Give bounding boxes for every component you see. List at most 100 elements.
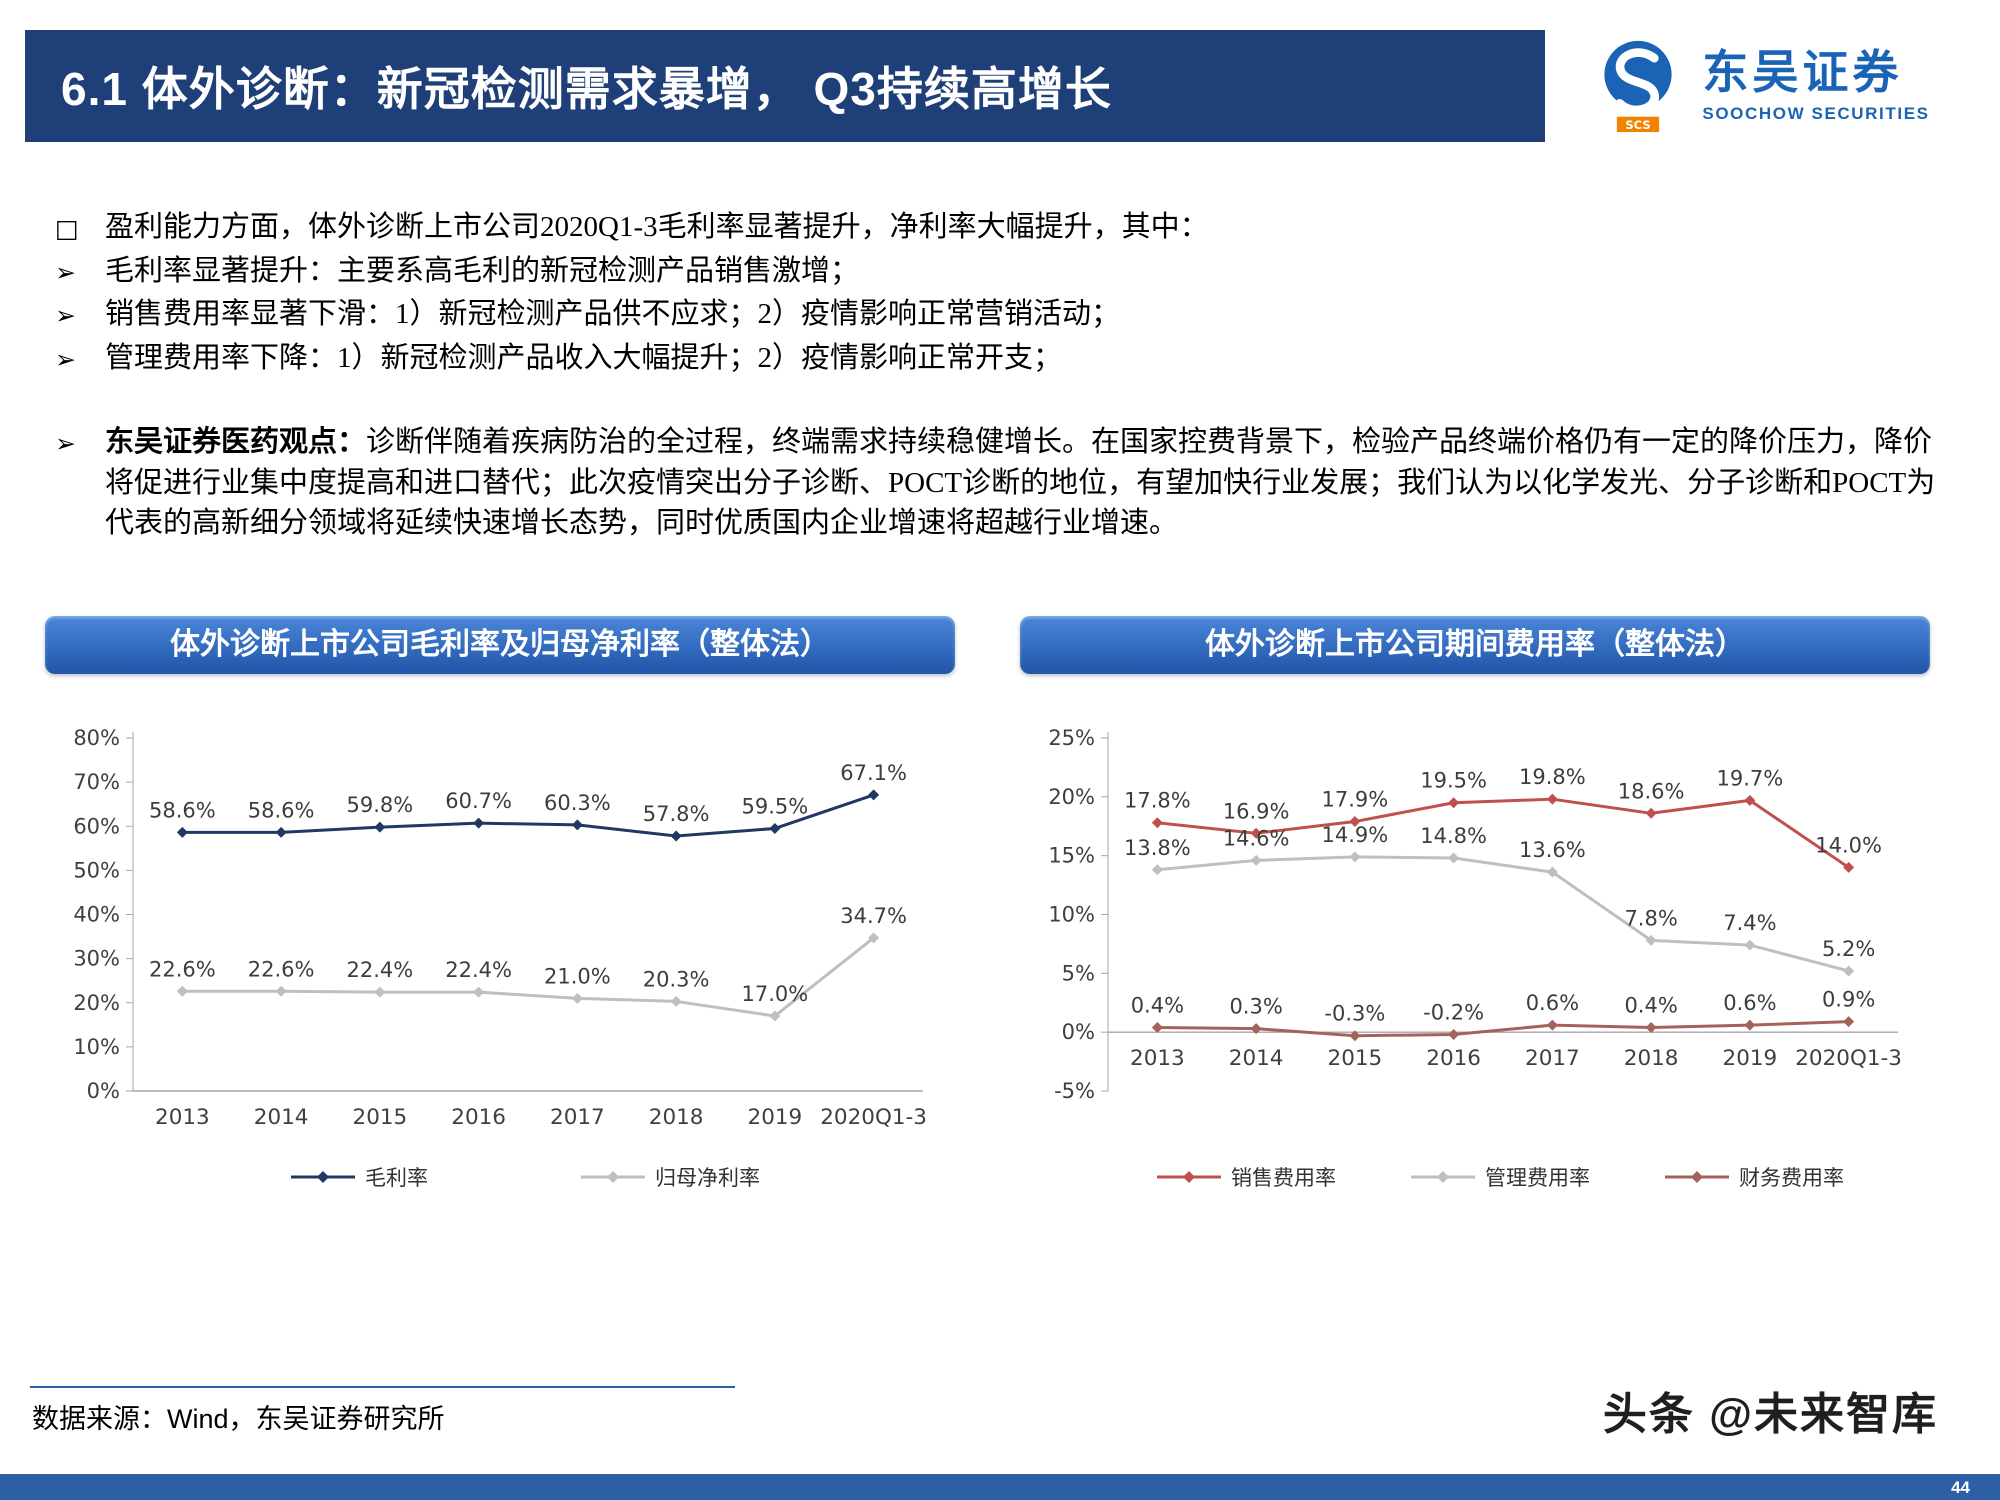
svg-text:58.6%: 58.6%: [248, 798, 315, 822]
arrow-bullet-icon: ➢: [55, 301, 76, 330]
svg-text:0.4%: 0.4%: [1131, 993, 1184, 1017]
svg-text:80%: 80%: [73, 726, 120, 750]
chart-canvas-expense: -5% 0% 5% 10% 15% 20% 25% 2013 2014 2015 2016 2017 2…: [1020, 690, 1930, 1195]
opinion-lead: 东吴证券医药观点：: [105, 426, 367, 458]
bullet-item: □ 盈利能力方面，体外诊断上市公司2020Q1-3毛利率显著提升，净利率大幅提升…: [55, 206, 1940, 250]
svg-text:20%: 20%: [73, 991, 120, 1015]
svg-text:2020Q1-3: 2020Q1-3: [820, 1105, 927, 1130]
chart-panel-expense: 体外诊断上市公司期间费用率（整体法） -5% 0% 5% 10% 15% 20% 25% 20…: [1020, 615, 1930, 1195]
header: 6.1 体外诊断：新冠检测需求暴增， Q3持续高增长 SCS 东吴证券 SOOC…: [25, 30, 1975, 142]
data-source: 数据来源：Wind，东吴证券研究所: [32, 1404, 445, 1434]
svg-text:19.8%: 19.8%: [1519, 765, 1586, 789]
svg-text:17.8%: 17.8%: [1124, 789, 1191, 813]
svg-text:-0.3%: -0.3%: [1324, 1001, 1385, 1025]
svg-text:18.6%: 18.6%: [1618, 779, 1685, 803]
svg-text:0.3%: 0.3%: [1229, 994, 1282, 1018]
logo-subtitle: SOOCHOW SECURITIES: [1702, 103, 1930, 123]
svg-text:2019: 2019: [748, 1105, 803, 1130]
svg-text:58.6%: 58.6%: [149, 798, 216, 822]
arrow-bullet-icon: ➢: [55, 344, 76, 374]
watermark: 头条 @未来智库: [1602, 1390, 1938, 1439]
svg-text:22.6%: 22.6%: [149, 957, 216, 981]
svg-text:59.8%: 59.8%: [347, 793, 414, 817]
company-logo: SCS 东吴证券 SOOCHOW SECURITIES: [1545, 30, 1975, 142]
svg-text:59.5%: 59.5%: [742, 794, 809, 818]
bullet-item-opinion: ➢ 东吴证券医药观点：诊断伴随着疾病防治的全过程，终端需求持续稳健增长。在国家控…: [55, 422, 1940, 544]
svg-text:30%: 30%: [73, 946, 120, 970]
svg-text:2019: 2019: [1723, 1046, 1778, 1071]
svg-text:0.6%: 0.6%: [1723, 991, 1776, 1015]
svg-text:SCS: SCS: [1626, 118, 1651, 132]
svg-text:2016: 2016: [1426, 1046, 1481, 1071]
charts-row: 体外诊断上市公司毛利率及归母净利率（整体法） 0% 10% 20% 30% 40% 50%…: [45, 615, 2000, 1195]
svg-text:22.4%: 22.4%: [347, 958, 414, 982]
svg-text:10%: 10%: [1048, 902, 1095, 926]
svg-text:7.8%: 7.8%: [1624, 906, 1677, 930]
bullet-item: ➢ 毛利率显著提升：主要系高毛利的新冠检测产品销售激增；: [55, 250, 1940, 294]
chart-title: 体外诊断上市公司期间费用率（整体法）: [1020, 615, 1930, 674]
svg-text:归母净利率: 归母净利率: [655, 1166, 760, 1190]
bullet-text: 管理费用率下降：1）新冠检测产品收入大幅提升；2）疫情影响正常开支；: [105, 341, 1063, 374]
page-title: 6.1 体外诊断：新冠检测需求暴增， Q3持续高增长: [61, 63, 1112, 115]
svg-text:17.0%: 17.0%: [742, 982, 809, 1006]
svg-text:2013: 2013: [155, 1105, 210, 1130]
svg-text:2013: 2013: [1130, 1046, 1185, 1071]
chart-plot: 0% 10% 20% 30% 40% 50% 60% 70% 80% 2013 2014 2015 20…: [73, 726, 927, 1190]
arrow-bullet-icon: ➢: [55, 429, 76, 458]
bullet-text: 毛利率显著提升：主要系高毛利的新冠检测产品销售激增；: [105, 254, 860, 287]
svg-text:2015: 2015: [1328, 1046, 1383, 1071]
bullet-text: 盈利能力方面，体外诊断上市公司2020Q1-3毛利率显著提升，净利率大幅提升，其…: [105, 211, 1209, 243]
svg-text:2018: 2018: [1624, 1046, 1679, 1071]
svg-text:21.0%: 21.0%: [544, 964, 611, 988]
svg-text:60%: 60%: [73, 814, 120, 838]
svg-text:0.6%: 0.6%: [1526, 991, 1579, 1015]
bullet-list: □ 盈利能力方面，体外诊断上市公司2020Q1-3毛利率显著提升，净利率大幅提升…: [55, 206, 1940, 544]
svg-text:19.7%: 19.7%: [1717, 766, 1784, 790]
svg-text:16.9%: 16.9%: [1223, 799, 1290, 823]
svg-text:-0.2%: -0.2%: [1423, 1000, 1484, 1024]
svg-text:57.8%: 57.8%: [643, 802, 710, 826]
svg-text:40%: 40%: [73, 902, 120, 926]
svg-text:13.8%: 13.8%: [1124, 836, 1191, 860]
title-band: 6.1 体外诊断：新冠检测需求暴增， Q3持续高增长: [25, 30, 1545, 142]
svg-text:5.2%: 5.2%: [1822, 937, 1875, 961]
chart-panel-margin: 体外诊断上市公司毛利率及归母净利率（整体法） 0% 10% 20% 30% 40% 50%…: [45, 615, 955, 1195]
svg-text:60.7%: 60.7%: [445, 789, 512, 813]
svg-text:10%: 10%: [73, 1035, 120, 1059]
svg-text:17.9%: 17.9%: [1322, 787, 1389, 811]
svg-text:14.8%: 14.8%: [1420, 824, 1487, 848]
svg-text:7.4%: 7.4%: [1723, 911, 1776, 935]
svg-text:14.9%: 14.9%: [1322, 823, 1389, 847]
footer-bar: [0, 1474, 2000, 1500]
source-divider: [30, 1386, 735, 1388]
svg-text:2015: 2015: [353, 1105, 408, 1130]
svg-text:50%: 50%: [73, 858, 120, 882]
svg-text:财务费用率: 财务费用率: [1739, 1166, 1844, 1190]
chart-canvas-margin: 0% 10% 20% 30% 40% 50% 60% 70% 80% 2013 2014 2015 20…: [45, 690, 955, 1195]
svg-text:0.4%: 0.4%: [1624, 993, 1677, 1017]
bullet-item: ➢ 管理费用率下降：1）新冠检测产品收入大幅提升；2）疫情影响正常开支；: [55, 337, 1940, 381]
bullet-item: ➢ 销售费用率显著下滑：1）新冠检测产品供不应求；2）疫情影响正常营销活动；: [55, 293, 1940, 337]
svg-text:2020Q1-3: 2020Q1-3: [1795, 1046, 1902, 1071]
svg-text:毛利率: 毛利率: [365, 1166, 428, 1190]
bullet-text: 诊断伴随着疾病防治的全过程，终端需求持续稳健增长。在国家控费背景下，检验产品终端…: [105, 426, 1936, 540]
svg-text:2017: 2017: [550, 1105, 605, 1130]
svg-text:34.7%: 34.7%: [840, 904, 907, 928]
chart-plot: -5% 0% 5% 10% 15% 20% 25% 2013 2014 2015 2016 2017 2…: [1048, 726, 1902, 1190]
svg-text:20.3%: 20.3%: [643, 967, 710, 991]
bullet-text: 销售费用率显著下滑：1）新冠检测产品供不应求；2）疫情影响正常营销活动；: [105, 298, 1121, 330]
svg-text:14.6%: 14.6%: [1223, 826, 1290, 850]
svg-text:2018: 2018: [649, 1105, 704, 1130]
svg-text:67.1%: 67.1%: [840, 761, 907, 785]
svg-text:-5%: -5%: [1054, 1079, 1095, 1103]
svg-text:2016: 2016: [451, 1105, 506, 1130]
square-bullet-icon: □: [55, 214, 79, 243]
svg-text:管理费用率: 管理费用率: [1485, 1166, 1590, 1190]
svg-text:0%: 0%: [1062, 1020, 1095, 1044]
svg-text:22.4%: 22.4%: [445, 958, 512, 982]
svg-text:14.0%: 14.0%: [1815, 833, 1882, 857]
page-number: 44: [1951, 1478, 1970, 1497]
svg-text:2014: 2014: [254, 1105, 309, 1130]
svg-text:2014: 2014: [1229, 1046, 1284, 1071]
